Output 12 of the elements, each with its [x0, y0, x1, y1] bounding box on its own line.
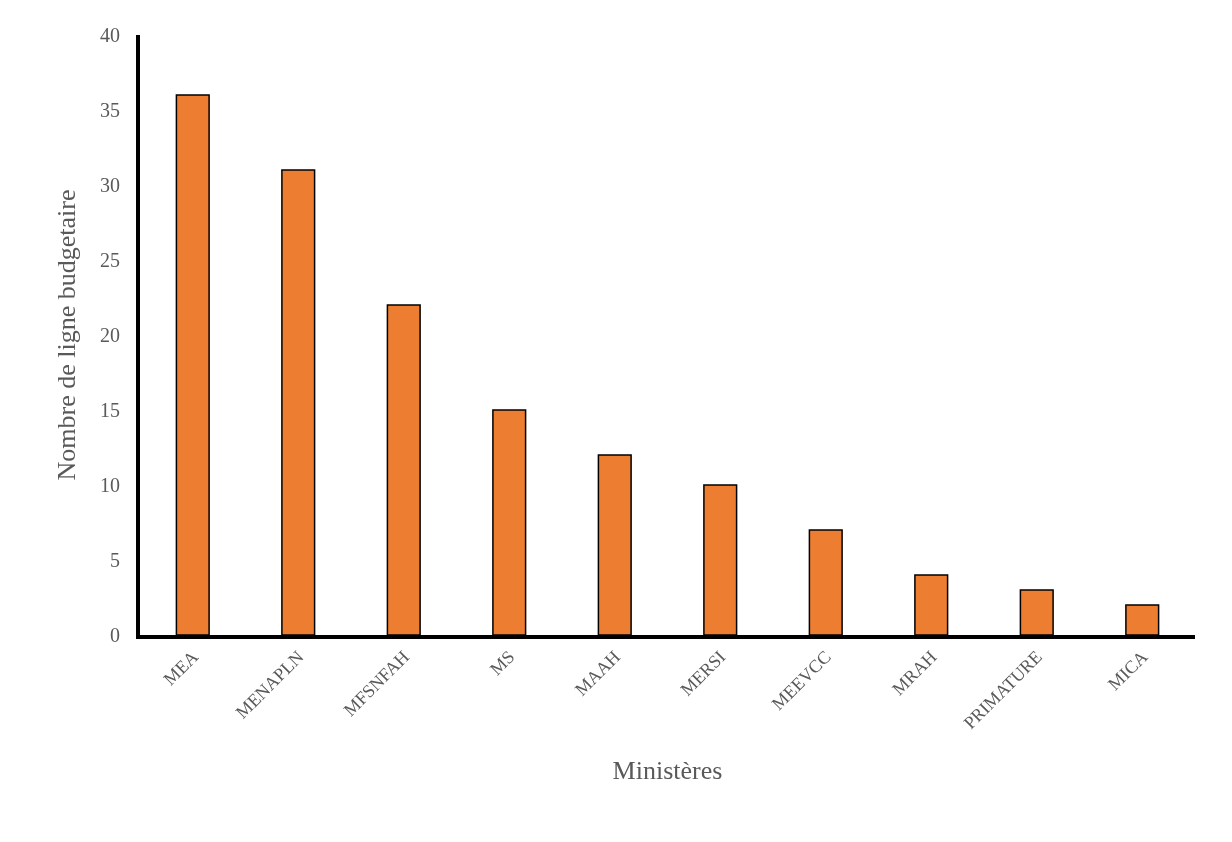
x-tick-label: MS [485, 646, 519, 680]
y-tick-label: 5 [110, 549, 120, 571]
x-axis-title: Ministères [612, 756, 723, 786]
y-tick-label: 35 [100, 99, 120, 121]
y-tick-label: 20 [100, 324, 120, 346]
y-tick-label: 40 [100, 24, 120, 46]
y-tick-label: 10 [100, 474, 120, 496]
y-tick-label: 15 [100, 399, 120, 421]
y-axis-title: Nombre de ligne budgetaire [51, 189, 81, 481]
y-tick-label: 25 [100, 249, 120, 271]
y-tick-label: 0 [110, 624, 120, 646]
y-tick-label: 30 [100, 174, 120, 196]
